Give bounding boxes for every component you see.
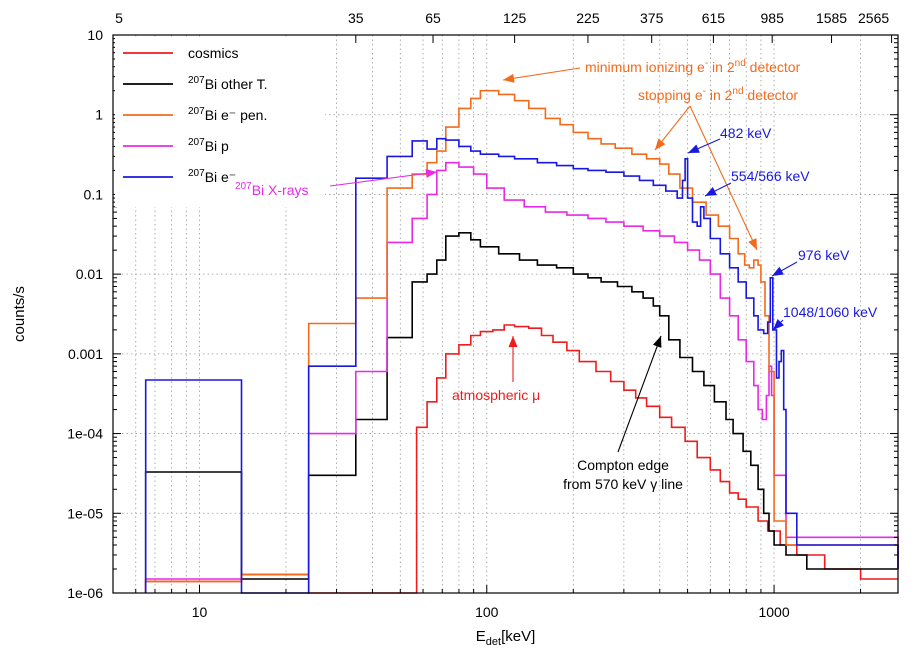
annotation-xrays: 207Bi X-rays	[235, 181, 308, 198]
annotation-min-ionizing-tail2: detector	[746, 59, 801, 75]
arrow-min-ionizing	[502, 67, 581, 81]
y-tick-label: 1	[95, 107, 103, 123]
arrow-atmospheric-head	[508, 336, 518, 347]
arrow-976kev-head	[772, 266, 784, 276]
x-axis-label-sub: det	[486, 636, 501, 648]
arrow-xrays-head	[425, 168, 437, 178]
series-line-bi-e-pen	[144, 89, 899, 593]
arrow-554kev-head	[705, 187, 717, 196]
legend-label-bi-e: 207Bi e⁻	[188, 168, 236, 185]
x2-tick-label: 125	[503, 10, 527, 26]
arrow-xrays	[329, 171, 438, 187]
legend-box	[115, 37, 325, 207]
series-line-cosmics	[144, 324, 898, 594]
annotation-stopping-sup2: nd	[732, 86, 743, 97]
annotation-stopping-tail: in 2	[706, 87, 733, 103]
x-tick-label: 10	[192, 604, 208, 620]
arrow-482kev-head	[688, 144, 700, 153]
ticks: 10 1 0.1 0.01 0.001 1e-04 1e-05 1e-06 10 100 1000 5…	[67, 10, 898, 620]
annotation-stopping-tail2: detector	[744, 87, 799, 103]
x2-tick-label: 2565	[858, 10, 889, 26]
arrow-stopping-b	[689, 105, 758, 251]
y-tick-label: 1e-04	[67, 426, 103, 442]
annotation-compton: Compton edge	[577, 457, 669, 473]
y-tick-label: 10	[87, 27, 103, 43]
legend-label-text: Bi e⁻ pen.	[205, 107, 268, 123]
legend-label-text: Bi p	[205, 138, 229, 154]
annotation-482kev: 482 keV	[720, 125, 772, 141]
series-line-bi-p	[144, 161, 899, 593]
plot-frame	[112, 34, 899, 594]
x-axis-label: Edet[keV]	[476, 628, 536, 648]
annotation-stopping-sup: -	[703, 86, 706, 97]
legend-label-sup: 207	[188, 75, 205, 86]
annotation-xrays-sup: 207	[235, 181, 252, 192]
x-axis-label-main: E	[476, 628, 486, 645]
arrow-1048kev-head	[773, 319, 784, 330]
series-group	[144, 89, 899, 594]
annotation-atmospheric: atmospheric μ	[452, 387, 540, 403]
annotation-compton-2: from 570 keV γ line	[563, 476, 683, 492]
x2-tick-label: 225	[576, 10, 600, 26]
arrow-compton	[617, 335, 662, 453]
legend-label-bi-p: 207Bi p	[188, 137, 229, 154]
legend-label-cosmics: cosmics	[188, 45, 239, 61]
annotation-stopping: stopping e- in 2nd detector	[638, 86, 798, 103]
series-line-bi-other-t	[144, 232, 898, 593]
arrow-min-ionizing-head	[503, 73, 515, 83]
annotation-min-ionizing-sup: -	[705, 58, 708, 69]
arrow-compton-head	[652, 336, 662, 348]
legend-label-bi-other-t: 207Bi other T.	[188, 75, 267, 92]
annotation-xrays-pre: Bi	[252, 182, 264, 198]
legend-label-text: Bi e⁻	[205, 169, 237, 185]
legend-label-sup: 207	[188, 137, 205, 148]
annotations: minimum ionizing e- in 2nd detectorstopp…	[235, 58, 878, 492]
legend-label-bi-e-pen: 207Bi e⁻ pen.	[188, 106, 267, 123]
x2-tick-label: 65	[425, 10, 441, 26]
series-line-bi-e	[144, 137, 899, 594]
annotation-min-ionizing: minimum ionizing e- in 2nd detector	[585, 58, 801, 75]
x2-tick-label: 375	[640, 10, 664, 26]
x2-tick-label: 1585	[816, 10, 847, 26]
x2-tick-label: 615	[702, 10, 726, 26]
legend-label-sup: 207	[188, 106, 205, 117]
annotation-1048kev: 1048/1060 keV	[783, 304, 878, 320]
y-tick-label: 1e-06	[67, 585, 103, 601]
x-axis-label-unit: [keV]	[501, 628, 535, 645]
annotation-976kev: 976 keV	[798, 247, 850, 263]
annotation-min-ionizing-sup2: nd	[735, 58, 746, 69]
annotation-min-ionizing-tail: in 2	[708, 59, 735, 75]
annotation-554kev: 554/566 keV	[731, 168, 810, 184]
annotation-xrays-text: X-rays	[264, 182, 308, 198]
x-tick-label: 100	[475, 604, 499, 620]
legend-label-sup: 207	[188, 168, 205, 179]
y-tick-label: 0.1	[84, 186, 104, 202]
arrow-stopping-b-head	[748, 238, 757, 250]
y-tick-label: 1e-05	[67, 505, 103, 521]
x-tick-label: 1000	[758, 604, 789, 620]
y-tick-label: 0.01	[76, 266, 103, 282]
x2-tick-label: 35	[348, 10, 364, 26]
y-axis-label: counts/s	[11, 286, 28, 342]
x2-tick-label: 985	[761, 10, 785, 26]
annotation-min-ionizing-text: minimum ionizing e	[585, 59, 705, 75]
annotation-stopping-text: stopping e	[638, 87, 703, 103]
arrow-stopping-a-head	[655, 138, 666, 150]
x2-tick-label: 5	[115, 10, 123, 26]
legend-label-text: Bi other T.	[205, 76, 268, 92]
y-tick-label: 0.001	[68, 346, 103, 362]
